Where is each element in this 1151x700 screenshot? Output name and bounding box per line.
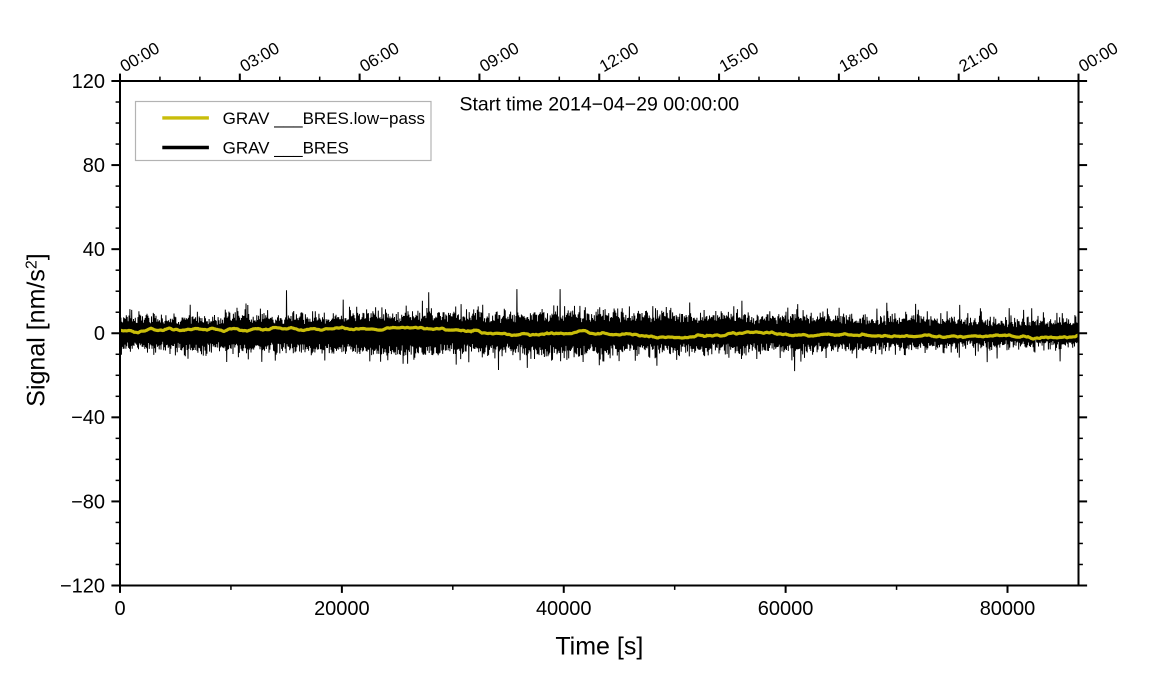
svg-text:80: 80 — [83, 155, 105, 177]
svg-text:80000: 80000 — [980, 598, 1036, 620]
svg-text:GRAV ___BRES.low−pass: GRAV ___BRES.low−pass — [223, 109, 425, 128]
svg-text:40: 40 — [83, 239, 105, 261]
svg-text:−120: −120 — [60, 575, 105, 597]
svg-text:−80: −80 — [71, 491, 105, 513]
svg-text:120: 120 — [72, 71, 105, 93]
svg-text:40000: 40000 — [536, 598, 592, 620]
svg-text:Signal [nm/s2]: Signal [nm/s2] — [23, 253, 51, 406]
svg-text:−40: −40 — [71, 407, 105, 429]
svg-text:0: 0 — [94, 323, 105, 345]
svg-text:Start time 2014−04−29 00:00:00: Start time 2014−04−29 00:00:00 — [459, 94, 739, 116]
svg-text:20000: 20000 — [314, 598, 370, 620]
svg-text:Time [s]: Time [s] — [555, 632, 643, 660]
svg-text:GRAV ___BRES: GRAV ___BRES — [223, 139, 349, 158]
svg-text:0: 0 — [114, 598, 125, 620]
svg-text:60000: 60000 — [758, 598, 814, 620]
